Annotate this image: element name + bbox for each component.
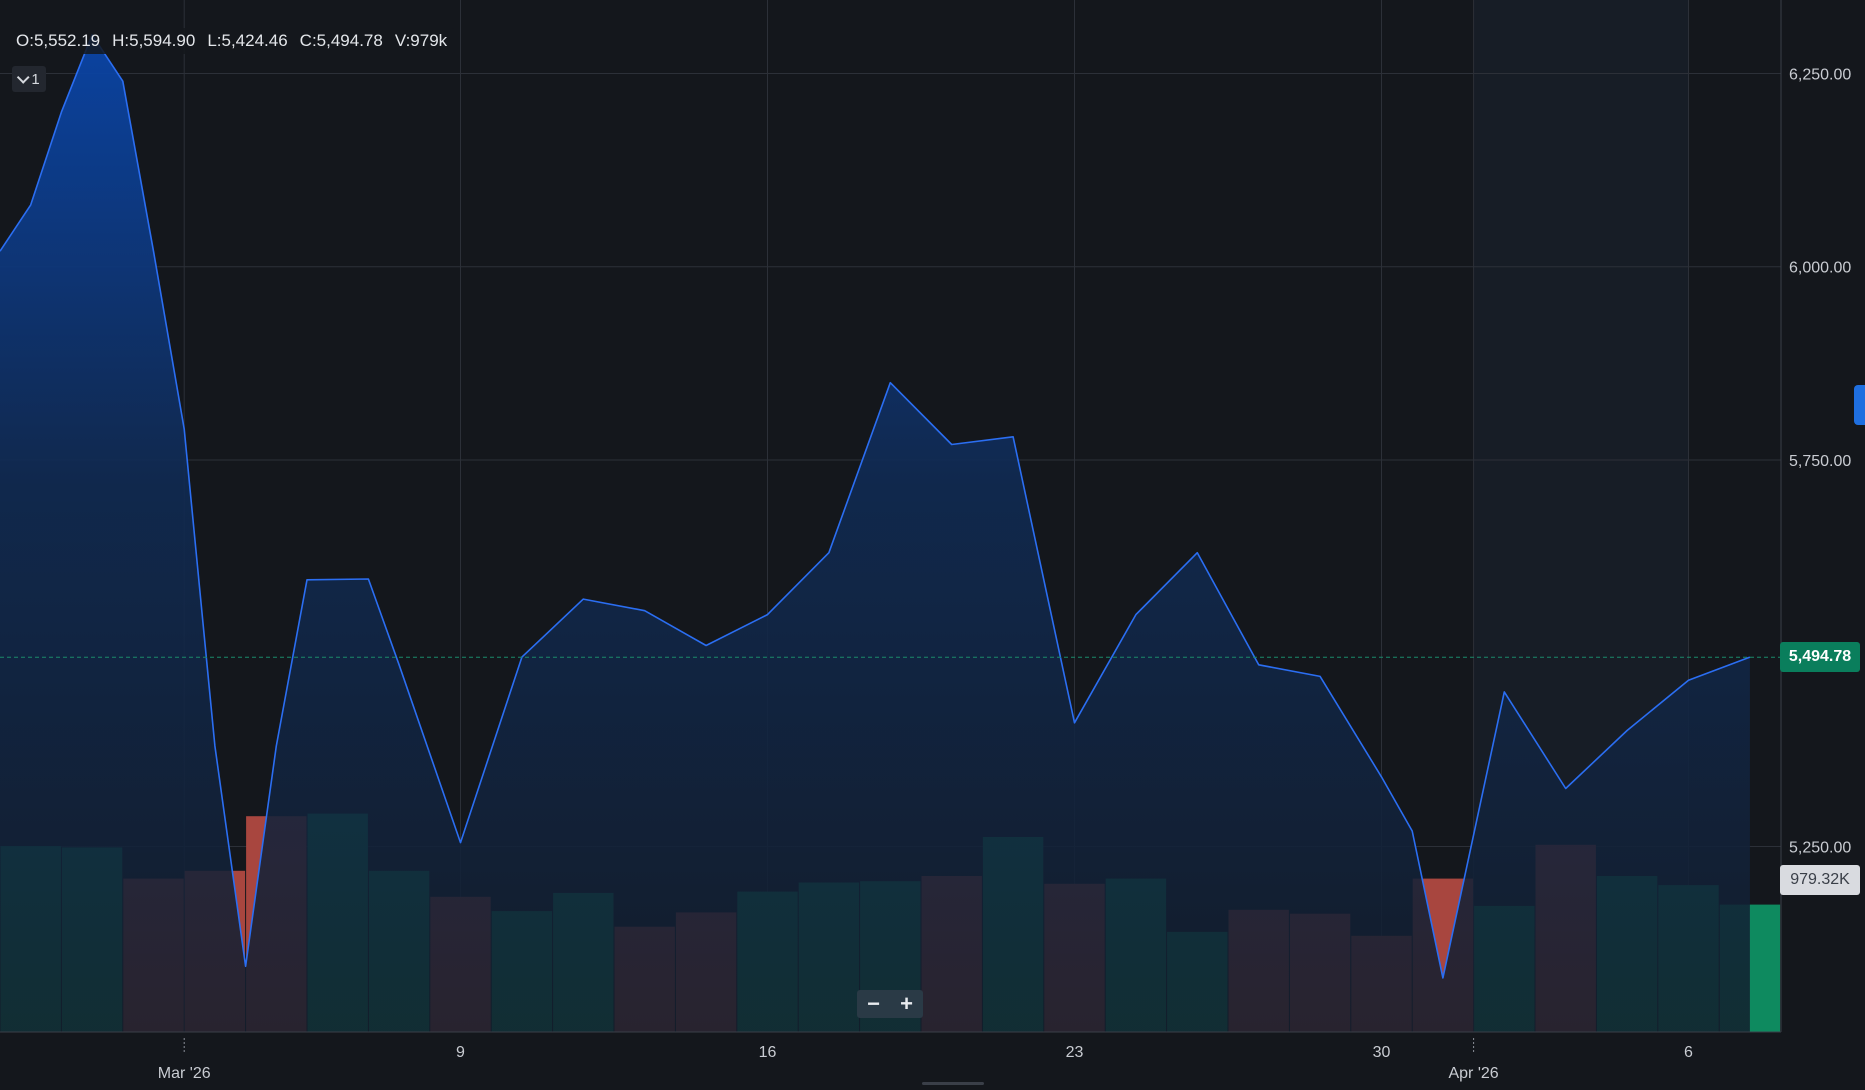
x-tick-label-0: Mar '26 bbox=[158, 1065, 211, 1082]
legend-toggle-label: 1 bbox=[31, 70, 40, 88]
zoom-controls: − + bbox=[857, 990, 923, 1018]
y-tick-label-2: 5,750.00 bbox=[1789, 453, 1851, 470]
y-tick-label-3: 5,250.00 bbox=[1789, 839, 1851, 856]
ohlc-legend: O:5,552.19 H:5,594.90 L:5,424.46 C:5,494… bbox=[10, 28, 456, 54]
x-tick-label-1: 9 bbox=[456, 1044, 465, 1061]
x-tick-label-3: 23 bbox=[1066, 1044, 1084, 1061]
scroll-handle[interactable] bbox=[922, 1082, 984, 1085]
x-tick-label-6: 6 bbox=[1684, 1044, 1693, 1061]
low-value: L:5,424.46 bbox=[207, 31, 288, 50]
y-tick-label-1: 6,000.00 bbox=[1789, 260, 1851, 277]
last-price-badge: 5,494.78 bbox=[1780, 642, 1860, 673]
side-panel-toggle[interactable] bbox=[1854, 385, 1865, 425]
y-tick-label-0: 6,250.00 bbox=[1789, 66, 1851, 83]
x-tick-label-2: 16 bbox=[759, 1044, 777, 1061]
time-axis[interactable]: Mar '26 9 16 23 30 Apr '26 6 bbox=[158, 1038, 1693, 1082]
legend-toggle-button[interactable]: 1 bbox=[12, 66, 46, 92]
x-tick-label-5: Apr '26 bbox=[1448, 1065, 1498, 1082]
high-value: H:5,594.90 bbox=[112, 31, 196, 50]
x-tick-label-4: 30 bbox=[1373, 1044, 1391, 1061]
price-line bbox=[0, 34, 1751, 979]
volume-value: V:979k bbox=[394, 31, 448, 50]
price-axis[interactable]: 6,250.00 6,000.00 5,750.00 5,250.00 bbox=[1789, 66, 1851, 856]
volume-badge: 979.32K bbox=[1780, 865, 1860, 895]
zoom-out-button[interactable]: − bbox=[867, 991, 880, 1016]
chevron-down-icon bbox=[17, 70, 30, 84]
open-value: O:5,552.19 bbox=[16, 31, 101, 50]
close-value: C:5,494.78 bbox=[299, 31, 383, 50]
zoom-in-button[interactable]: + bbox=[900, 991, 913, 1016]
price-area-fill bbox=[0, 34, 1750, 1033]
